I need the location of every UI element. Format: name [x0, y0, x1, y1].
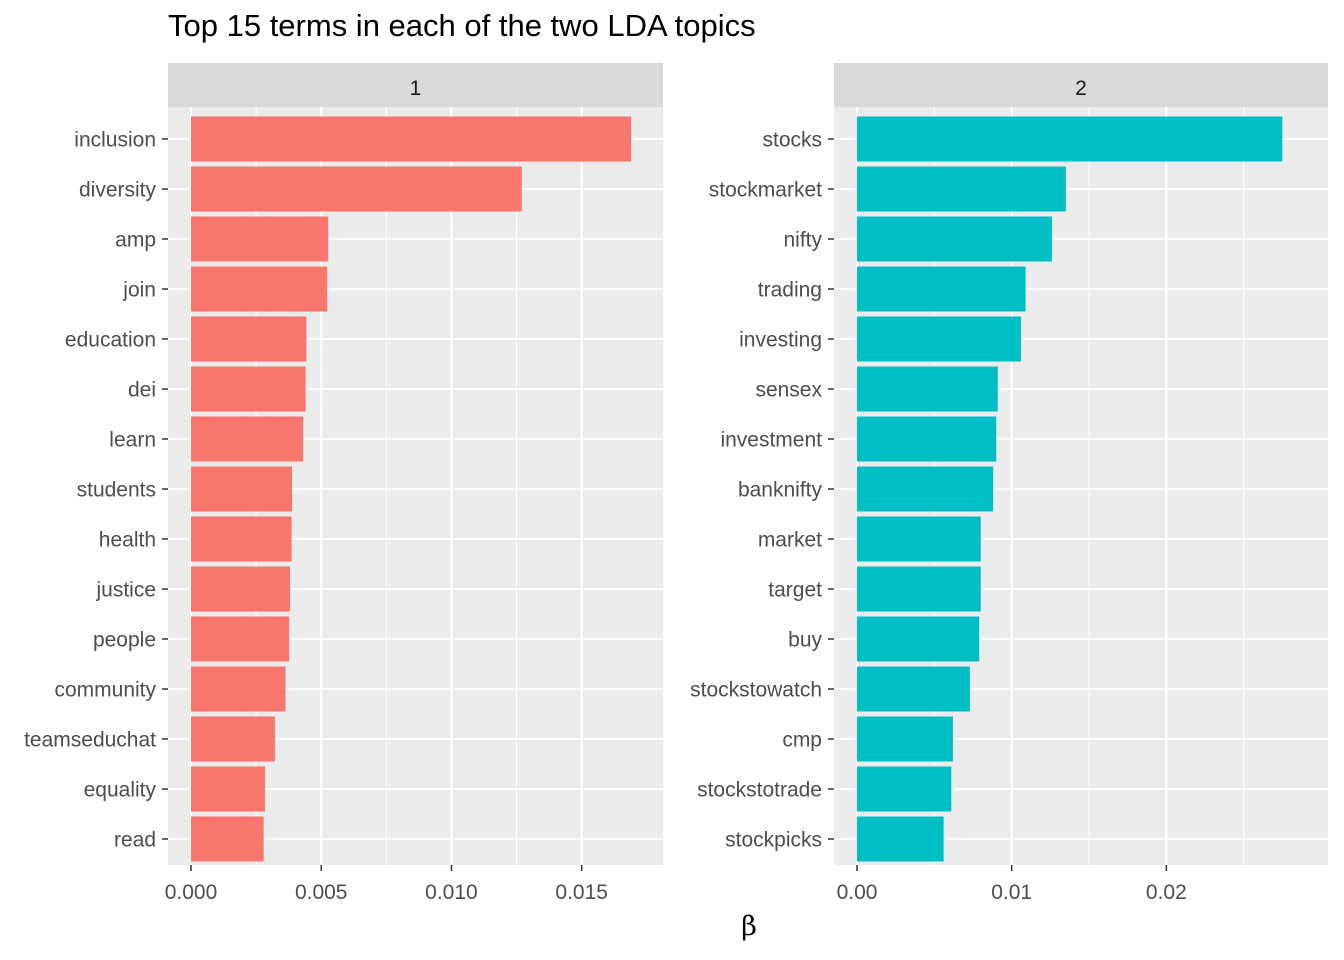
facet-panel-2: 2 0.00 0.01 0.02 stocks stockmarket nifty tradi…: [690, 63, 1328, 904]
y-tick-label-stockstowatch: stockstowatch: [690, 679, 822, 702]
x-tick-label: 0.00: [837, 881, 878, 904]
bar-students: [191, 466, 293, 512]
bar-cmp: [857, 716, 953, 762]
y-tick-label-nifty: nifty: [783, 229, 822, 252]
y-tick-label-stockmarket: stockmarket: [709, 179, 822, 202]
y-tick-label-students: students: [77, 479, 156, 502]
bar-stockstotrade: [857, 766, 952, 812]
y-tick-label-market: market: [758, 529, 822, 552]
bar-equality: [191, 766, 265, 812]
bar-buy: [857, 616, 980, 662]
y-tick-label-buy: buy: [788, 629, 822, 652]
y-tick-label-join: join: [122, 279, 156, 302]
x-tick-label: 0.000: [165, 881, 218, 904]
y-tick-label-stockstotrade: stockstotrade: [697, 779, 822, 802]
y-tick-label-trading: trading: [758, 279, 822, 302]
bar-health: [191, 516, 292, 562]
bar-stockstowatch: [857, 666, 970, 712]
x-tick-label: 0.015: [555, 881, 608, 904]
bar-dei: [191, 366, 306, 412]
facet-strip-label: 1: [410, 77, 422, 100]
y-tick-label-diversity: diversity: [79, 179, 157, 202]
bar-investment: [857, 416, 997, 462]
bar-nifty: [857, 216, 1052, 262]
y-tick-label-target: target: [768, 579, 822, 602]
y-tick-label-dei: dei: [128, 379, 156, 402]
bar-learn: [191, 416, 304, 462]
x-axis-title: β: [741, 911, 757, 942]
y-tick-label-read: read: [114, 829, 156, 852]
bar-trading: [857, 266, 1026, 312]
y-tick-label-teamseduchat: teamseduchat: [24, 729, 156, 752]
y-tick-label-investing: investing: [739, 329, 822, 352]
bar-teamseduchat: [191, 716, 275, 762]
bar-banknifty: [857, 466, 994, 512]
y-tick-label-learn: learn: [109, 429, 156, 452]
bar-inclusion: [191, 116, 632, 162]
bar-investing: [857, 316, 1021, 362]
chart-title: Top 15 terms in each of the two LDA topi…: [168, 8, 756, 43]
y-tick-label-investment: investment: [720, 429, 822, 452]
bar-sensex: [857, 366, 998, 412]
bar-community: [191, 666, 286, 712]
bar-education: [191, 316, 307, 362]
y-tick-label-education: education: [65, 329, 156, 352]
bar-stockmarket: [857, 166, 1066, 212]
bar-stockpicks: [857, 816, 944, 862]
y-tick-label-health: health: [99, 529, 156, 552]
facet-strip: [168, 63, 663, 107]
facet-strip-label: 2: [1075, 77, 1087, 100]
bar-read: [191, 816, 264, 862]
y-tick-label-stocks: stocks: [762, 129, 822, 152]
x-tick-label: 0.01: [991, 881, 1032, 904]
bar-target: [857, 566, 981, 612]
x-tick-label: 0.02: [1146, 881, 1187, 904]
bar-people: [191, 616, 290, 662]
facet-strip: [834, 63, 1328, 107]
x-tick-label: 0.005: [295, 881, 348, 904]
facet-panel-1: 1 0.000 0.005 0.010 0.015 inclusion diversity a…: [24, 63, 663, 904]
y-tick-label-inclusion: inclusion: [74, 129, 156, 152]
bar-market: [857, 516, 981, 562]
bar-justice: [191, 566, 290, 612]
y-tick-label-equality: equality: [84, 779, 157, 802]
y-tick-label-justice: justice: [95, 579, 156, 602]
bar-diversity: [191, 166, 522, 212]
x-tick-label: 0.010: [425, 881, 478, 904]
y-tick-label-amp: amp: [115, 229, 156, 252]
bar-join: [191, 266, 328, 312]
y-tick-label-sensex: sensex: [755, 379, 822, 402]
y-tick-label-cmp: cmp: [782, 729, 822, 752]
y-tick-label-stockpicks: stockpicks: [725, 829, 822, 852]
bar-stocks: [857, 116, 1283, 162]
y-tick-label-banknifty: banknifty: [738, 479, 823, 502]
y-tick-label-community: community: [54, 679, 156, 702]
bar-amp: [191, 216, 329, 262]
y-tick-label-people: people: [93, 629, 156, 652]
